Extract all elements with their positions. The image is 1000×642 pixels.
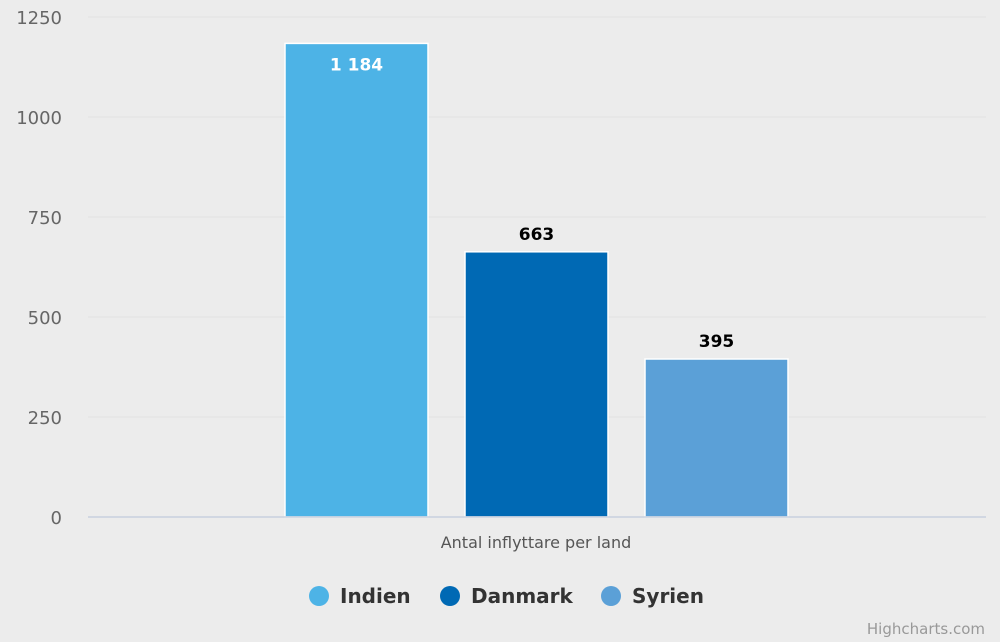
credits-link[interactable]: Highcharts.com — [867, 620, 985, 638]
legend-label: Syrien — [632, 584, 704, 608]
bars: 1 184 663 395 — [284, 42, 789, 518]
bar-indien[interactable] — [284, 42, 429, 518]
grid-lines — [88, 16, 986, 418]
bar-danmark[interactable] — [464, 251, 609, 518]
data-label-indien: 1 184 — [330, 55, 383, 75]
data-label-danmark: 663 — [519, 225, 555, 245]
y-tick-label: 500 — [28, 308, 62, 329]
data-label-syrien: 395 — [699, 332, 735, 352]
y-tick-label: 1000 — [16, 108, 62, 129]
legend-marker-icon — [440, 586, 460, 606]
x-axis-category-label: Antal inflyttare per land — [441, 533, 632, 552]
legend-marker-icon — [309, 586, 329, 606]
legend-marker-icon — [601, 586, 621, 606]
y-tick-label: 1250 — [16, 8, 62, 29]
legend: Indien Danmark Syrien — [309, 584, 704, 608]
legend-label: Danmark — [471, 584, 574, 608]
y-tick-label: 250 — [28, 408, 62, 429]
y-tick-label: 750 — [28, 208, 62, 229]
legend-item-indien[interactable]: Indien — [309, 584, 411, 608]
bar-syrien[interactable] — [644, 358, 789, 518]
y-tick-label: 0 — [51, 508, 62, 529]
legend-label: Indien — [340, 584, 411, 608]
legend-item-danmark[interactable]: Danmark — [440, 584, 574, 608]
legend-item-syrien[interactable]: Syrien — [601, 584, 704, 608]
y-axis-ticks: 0 250 500 750 1000 1250 — [16, 8, 62, 529]
